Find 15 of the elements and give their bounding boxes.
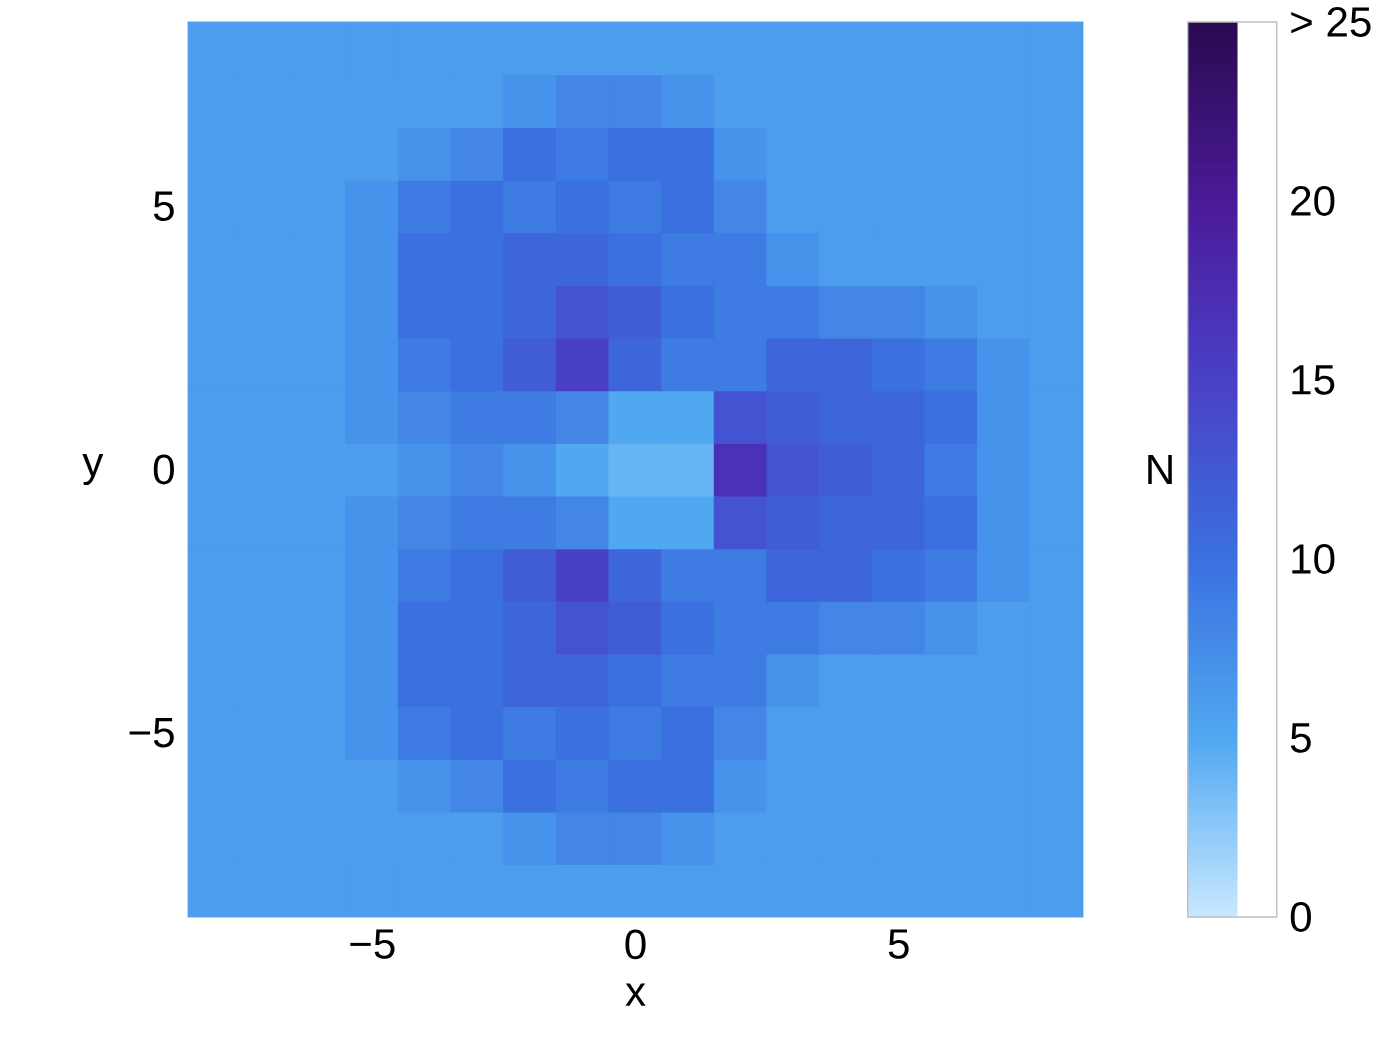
y-tick-label: −5: [129, 718, 174, 748]
y-tick-label: 0: [153, 454, 174, 485]
color-bar-label: 20: [1291, 186, 1335, 216]
color-bar-label: 0: [1290, 902, 1311, 932]
x-tick-label: −5: [350, 929, 395, 959]
color-bar-label: > 25: [1291, 7, 1371, 37]
x-tick-label: 5: [888, 929, 909, 959]
color-bar-label: 5: [1290, 723, 1311, 753]
y-axis-title: y: [82, 453, 104, 486]
color-bar-label: 15: [1292, 365, 1335, 395]
x-axis-title: x: [625, 983, 646, 1006]
x-tick-label: 0: [625, 929, 646, 960]
color-bar-title: N: [1148, 454, 1172, 484]
color-bar-label: 10: [1292, 544, 1335, 574]
y-tick-label: 5: [153, 191, 174, 221]
